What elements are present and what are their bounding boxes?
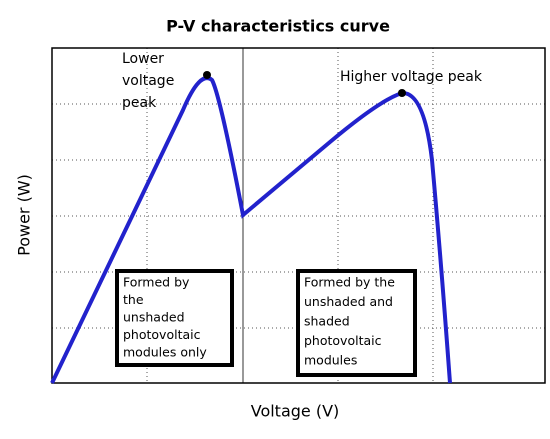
annotation-text: shaded xyxy=(304,314,350,329)
annotation-text: photovoltaic xyxy=(123,327,201,342)
annotation-text: peak xyxy=(122,95,157,111)
annotation-text: Lower xyxy=(122,51,164,67)
chart-title: P-V characteristics curve xyxy=(166,17,390,36)
x-axis-label: Voltage (V) xyxy=(251,402,340,421)
annotation-text: Higher voltage peak xyxy=(340,69,483,85)
annotation-text: Formed by xyxy=(123,275,190,290)
pv-curve xyxy=(50,76,452,384)
annotation-text: the xyxy=(123,292,144,307)
annotation-box xyxy=(296,269,417,377)
annotation-text: unshaded and xyxy=(304,294,393,309)
peak-marker xyxy=(398,89,406,97)
annotation-text: modules xyxy=(304,353,357,368)
y-axis-label: Power (W) xyxy=(15,174,34,256)
annotation-text: unshaded xyxy=(123,310,185,325)
plot-frame xyxy=(51,47,546,384)
annotation-text: modules only xyxy=(123,345,207,360)
annotation-text: voltage xyxy=(122,73,174,89)
annotation-box xyxy=(115,269,234,367)
annotation-text: photovoltaic xyxy=(304,333,382,348)
annotation-text: Formed by the xyxy=(304,275,395,290)
peak-marker xyxy=(203,71,211,79)
